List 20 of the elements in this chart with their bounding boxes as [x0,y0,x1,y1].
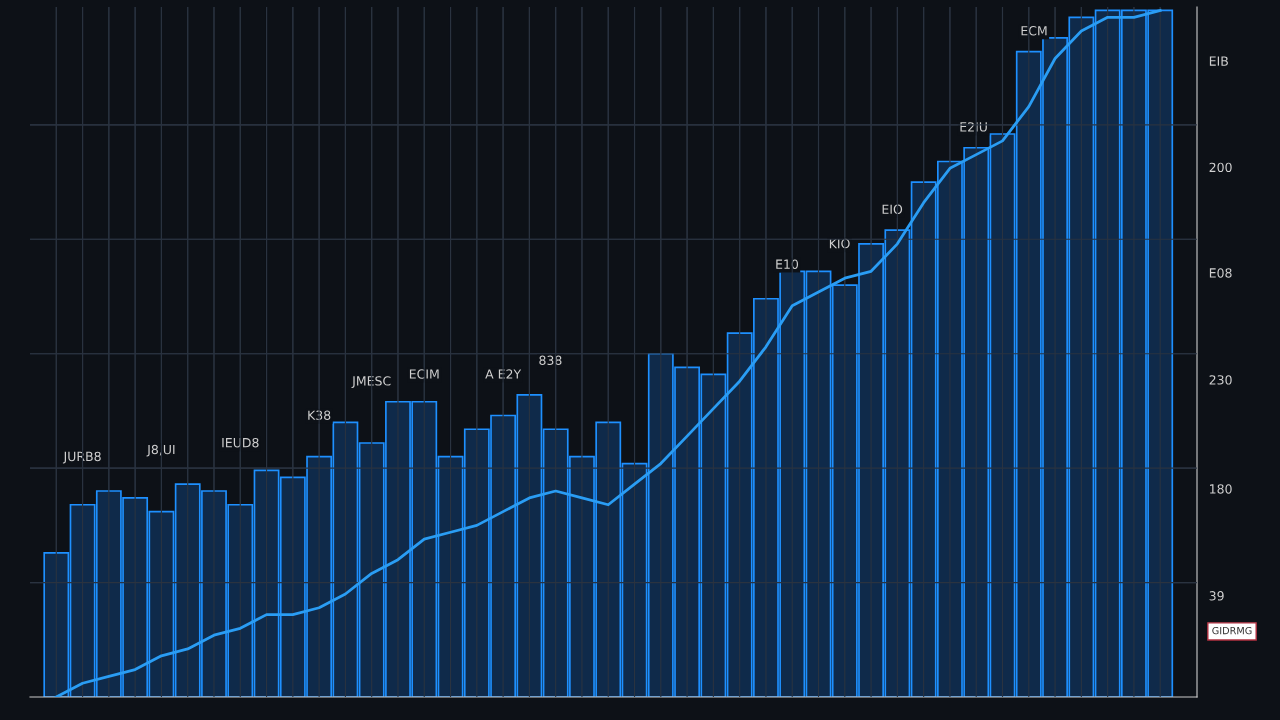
annotation: E10 [776,259,799,269]
annotation: K38 [308,410,331,420]
annotation: KIO [829,238,850,249]
annotation: J8,UI [146,444,175,457]
text: EIB [1209,56,1228,66]
annotation: E2IU [960,122,987,132]
annotation: 838 [539,355,562,366]
annotation: EIO [882,204,903,214]
annotation: JURB8 [62,451,101,464]
text: 230 [1209,375,1232,385]
annotation: IEUD8 [222,437,259,448]
text: E08 [1209,268,1232,278]
text: 39 [1209,591,1224,601]
text: 200 [1209,162,1232,173]
text: GIDRMG [1212,626,1252,635]
annotation: ECM [1021,26,1047,36]
text: 180 [1210,484,1232,494]
annotation: JMESC [351,376,391,388]
annotation: ECIM [409,369,439,379]
annotation: A E2Y [485,369,522,379]
